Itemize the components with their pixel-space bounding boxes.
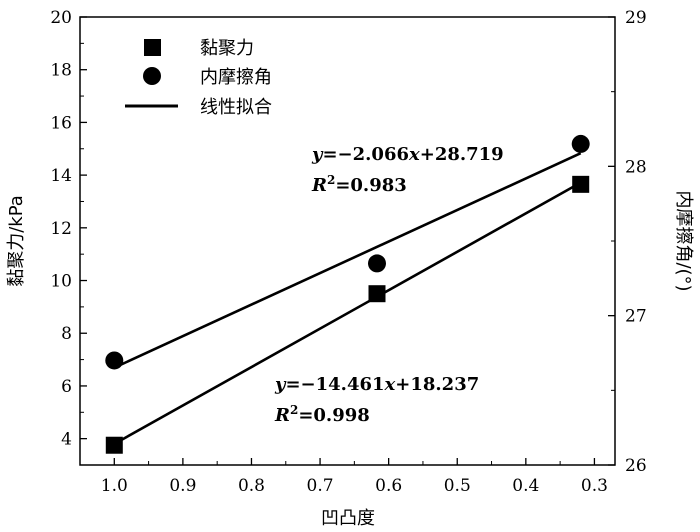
svg-text:R2=0.998: R2=0.998: [274, 403, 370, 426]
friction-r2-exp: 2: [327, 173, 335, 187]
legend: 黏聚力 内摩擦角 线性拟合: [125, 38, 272, 118]
y-right-tick-label: 27: [625, 307, 647, 327]
friction-angle-point: [367, 254, 386, 273]
cohesion-r2-exp: 2: [290, 403, 298, 417]
friction-eq-intercept: +28.719: [420, 144, 504, 165]
plot-frame: [79, 16, 616, 466]
fit-line-cohesion: [113, 181, 582, 446]
x-tick-label: 1.0: [101, 476, 128, 496]
data-marks: [105, 134, 590, 454]
svg-text:y=−2.066x+28.719: y=−2.066x+28.719: [311, 144, 504, 165]
fit-line-friction-angle: [113, 152, 582, 369]
friction-eq-slope: =−2.066: [322, 144, 409, 165]
cohesion-eq-slope: =−14.461: [285, 374, 384, 395]
x-tick-label: 0.9: [169, 476, 196, 496]
friction-r2-r: R: [311, 175, 327, 196]
y-right-tick-label: 28: [625, 157, 647, 177]
cohesion-eq-y: y: [274, 374, 287, 395]
cohesion-point: [105, 436, 123, 454]
legend-label-friction-angle: 内摩擦角: [200, 67, 272, 88]
y-right-tick-label: 29: [625, 8, 647, 28]
cohesion-fit-annotation: y=−14.461x+18.237 R2=0.998: [274, 374, 479, 426]
y-left-tick-label: 20: [50, 8, 72, 28]
fit-lines: [113, 152, 582, 446]
legend-square-marker: [144, 39, 161, 56]
x-tick-label: 0.6: [375, 476, 402, 496]
legend-circle-marker: [143, 67, 161, 85]
x-tick-label: 0.7: [307, 476, 334, 496]
svg-text:R2=0.983: R2=0.983: [311, 173, 407, 196]
friction-eq-y: y: [311, 144, 324, 165]
y-left-tick-label: 10: [50, 272, 72, 292]
y-left-tick-label: 16: [50, 113, 72, 133]
axes: 1.0 0.9 0.8 0.7 0.6 0.5 0.4 0.3 4 6 8 10 12 14 16 18 20 2…: [50, 8, 646, 496]
svg-text:y=−14.461x+18.237: y=−14.461x+18.237: [274, 374, 479, 395]
y-left-tick-label: 8: [61, 324, 72, 344]
y-left-tick-label: 12: [50, 219, 72, 239]
x-tick-label: 0.5: [444, 476, 471, 496]
friction-r2-value: =0.983: [335, 175, 406, 196]
legend-label-linear-fit: 线性拟合: [200, 97, 272, 118]
friction-angle-point: [105, 351, 124, 370]
cohesion-point: [368, 285, 386, 303]
cohesion-r2-r: R: [274, 405, 290, 426]
y-axis-label-left: 黏聚力/kPa: [6, 195, 27, 287]
legend-label-cohesion: 黏聚力: [200, 38, 254, 59]
friction-fit-annotation: y=−2.066x+28.719 R2=0.983: [311, 144, 504, 196]
friction-eq-x: x: [408, 144, 420, 165]
y-right-tick-label: 26: [625, 456, 647, 476]
y-axis-label-right: 内摩擦角/(°): [673, 190, 694, 291]
x-tick-label: 0.4: [512, 476, 539, 496]
x-tick-label: 0.8: [238, 476, 265, 496]
cohesion-point: [572, 175, 590, 193]
y-left-tick-label: 18: [50, 61, 72, 81]
y-left-tick-label: 4: [61, 430, 72, 450]
x-tick-label: 0.3: [581, 476, 608, 496]
cohesion-eq-x: x: [384, 374, 396, 395]
friction-angle-point: [571, 134, 590, 153]
y-left-tick-label: 6: [61, 377, 72, 397]
cohesion-eq-intercept: +18.237: [395, 374, 479, 395]
cohesion-r2-value: =0.998: [298, 405, 369, 426]
x-axis-label: 凹凸度: [321, 508, 375, 529]
y-left-tick-label: 14: [50, 166, 72, 186]
